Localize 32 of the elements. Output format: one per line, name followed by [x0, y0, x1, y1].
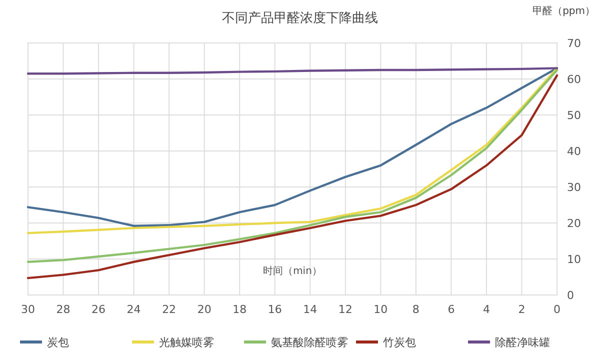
x-tick-label: 2: [518, 303, 526, 316]
x-tick-label: 16: [268, 303, 282, 316]
legend-label: 竹炭包: [383, 336, 416, 349]
y-tick-label: 10: [567, 253, 581, 266]
x-tick-label: 18: [232, 303, 247, 316]
x-tick-label: 4: [482, 303, 490, 316]
legend-label: 炭包: [47, 336, 69, 349]
y-tick-label: 40: [567, 145, 581, 158]
y-axis-title: 甲醛（ppm）: [532, 5, 595, 17]
x-tick-label: 14: [303, 303, 318, 316]
y-tick-label: 70: [567, 37, 581, 50]
x-tick-label: 30: [21, 303, 35, 316]
y-tick-label: 50: [567, 109, 581, 122]
x-axis-title: 时间（min）: [263, 265, 322, 277]
chart-title: 不同产品甲醛浓度下降曲线: [222, 10, 378, 26]
y-tick-label: 30: [567, 181, 581, 194]
y-tick-label: 60: [567, 73, 581, 86]
y-tick-label: 0: [567, 289, 574, 302]
x-tick-label: 10: [374, 303, 388, 316]
x-tick-label: 12: [338, 303, 352, 316]
x-tick-label: 28: [56, 303, 70, 316]
x-tick-label: 0: [554, 303, 560, 316]
x-tick-label: 26: [92, 303, 106, 316]
x-tick-label: 6: [448, 303, 455, 316]
legend-label: 氨基酸除醛喷雾: [271, 336, 348, 349]
legend-label: 光触媒喷雾: [159, 336, 214, 349]
x-tick-label: 22: [162, 303, 176, 316]
x-tick-label: 8: [412, 303, 420, 316]
x-tick-label: 20: [197, 303, 212, 316]
legend-label: 除醛净味罐: [495, 336, 550, 349]
x-tick-label: 24: [126, 303, 141, 316]
y-tick-label: 20: [567, 217, 581, 230]
